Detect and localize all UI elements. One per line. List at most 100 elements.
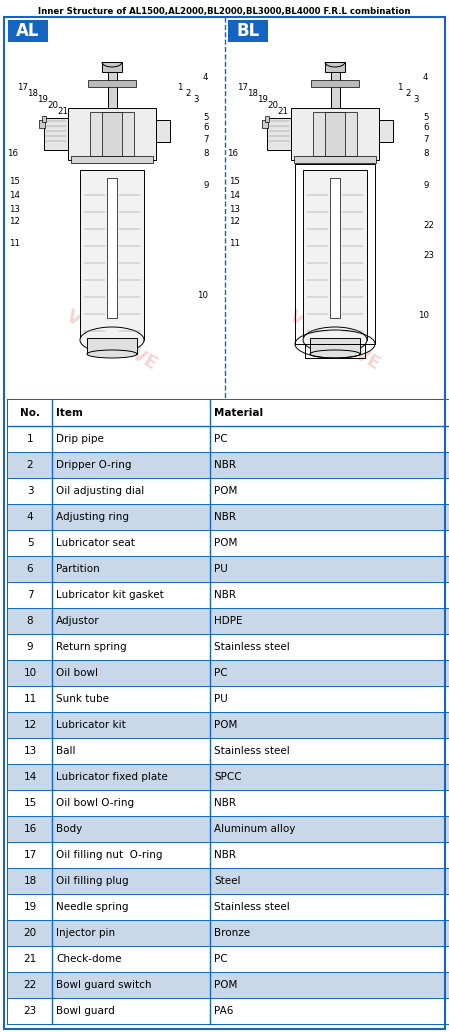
Text: Adjustor: Adjustor [56, 616, 100, 626]
Bar [8, 400, 449, 426]
Bar [8, 816, 449, 842]
Text: 9: 9 [203, 181, 208, 190]
Text: 8: 8 [26, 616, 33, 626]
Text: 5: 5 [26, 538, 33, 548]
Text: Oil adjusting dial: Oil adjusting dial [56, 486, 144, 496]
Ellipse shape [303, 327, 367, 353]
Bar [8, 764, 449, 791]
Text: 11: 11 [229, 239, 240, 249]
Bar [8, 608, 449, 634]
Text: Injector pin: Injector pin [56, 928, 115, 938]
Text: 19: 19 [23, 902, 37, 912]
Text: 14: 14 [23, 772, 37, 782]
Bar [295, 164, 375, 344]
Text: 18: 18 [247, 89, 258, 97]
Text: AL: AL [16, 22, 40, 40]
Text: Lubricator fixed plate: Lubricator fixed plate [56, 772, 168, 782]
Text: 10: 10 [23, 668, 36, 678]
Text: Bowl guard: Bowl guard [56, 1006, 115, 1015]
Text: NBR: NBR [214, 798, 236, 808]
Text: 11: 11 [9, 239, 20, 249]
Text: Lubricator seat: Lubricator seat [56, 538, 135, 548]
Bar [8, 791, 449, 816]
Bar [228, 20, 268, 42]
Bar [325, 112, 345, 156]
Bar [88, 80, 136, 87]
Bar [305, 344, 365, 358]
Text: No.: No. [20, 408, 40, 418]
Text: 18: 18 [23, 876, 37, 886]
Text: PC: PC [214, 434, 228, 444]
Bar [39, 120, 45, 128]
Bar [8, 478, 449, 504]
Text: POM: POM [214, 486, 238, 496]
Text: Stainless steel: Stainless steel [214, 642, 290, 652]
Text: PC: PC [214, 668, 228, 678]
Text: Stainless steel: Stainless steel [214, 902, 290, 912]
Bar [102, 112, 122, 156]
Bar [313, 112, 357, 156]
Text: Dripper O-ring: Dripper O-ring [56, 460, 132, 470]
Text: 21: 21 [57, 106, 68, 116]
Text: 3: 3 [26, 486, 33, 496]
Text: POM: POM [214, 980, 238, 990]
Text: 6: 6 [423, 124, 428, 132]
Bar [87, 338, 137, 354]
Text: 20: 20 [23, 928, 36, 938]
Text: 21: 21 [23, 954, 37, 964]
Text: 23: 23 [423, 251, 434, 259]
Bar [310, 338, 360, 354]
Bar [107, 70, 116, 108]
Bar [8, 894, 449, 920]
Text: 14: 14 [9, 192, 20, 200]
Text: VTOVALVE: VTOVALVE [63, 307, 161, 374]
Text: 5: 5 [203, 114, 208, 123]
Bar [8, 634, 449, 660]
Text: Check-dome: Check-dome [56, 954, 122, 964]
Text: 15: 15 [229, 178, 240, 187]
Bar [8, 452, 449, 478]
Bar [71, 156, 153, 163]
Bar [8, 660, 449, 686]
Bar [68, 108, 156, 160]
Text: 18: 18 [27, 89, 38, 97]
Bar [8, 556, 449, 582]
Text: Material: Material [214, 408, 263, 418]
Text: 21: 21 [277, 106, 288, 116]
Text: 12: 12 [23, 720, 37, 730]
Text: 8: 8 [423, 149, 428, 158]
Bar [8, 998, 449, 1024]
Text: Aluminum alloy: Aluminum alloy [214, 824, 295, 834]
Bar [8, 712, 449, 738]
Text: 6: 6 [26, 565, 33, 574]
Text: 3: 3 [413, 95, 418, 103]
Text: VTOVALVE: VTOVALVE [286, 307, 384, 374]
Text: Lubricator kit gasket: Lubricator kit gasket [56, 590, 164, 600]
Text: 12: 12 [229, 217, 240, 226]
Text: Body: Body [56, 824, 82, 834]
Text: 7: 7 [423, 135, 428, 144]
Text: 22: 22 [23, 980, 37, 990]
Text: 19: 19 [257, 95, 268, 103]
Bar [8, 972, 449, 998]
Bar [311, 80, 359, 87]
Text: 16: 16 [23, 824, 37, 834]
Text: 23: 23 [23, 1006, 37, 1015]
Text: PU: PU [214, 565, 228, 574]
Text: 12: 12 [9, 217, 20, 226]
Text: 19: 19 [37, 95, 48, 103]
Text: 13: 13 [23, 746, 37, 756]
Text: PU: PU [214, 694, 228, 704]
Text: Bowl guard switch: Bowl guard switch [56, 980, 151, 990]
Text: 20: 20 [267, 100, 278, 109]
Text: 10: 10 [197, 290, 208, 299]
Bar [303, 170, 367, 340]
Text: Oil bowl: Oil bowl [56, 668, 98, 678]
Bar [8, 868, 449, 894]
Bar [8, 530, 449, 556]
Bar [8, 426, 449, 452]
Text: 4: 4 [423, 73, 428, 83]
Text: 20: 20 [47, 100, 58, 109]
Text: NBR: NBR [214, 590, 236, 600]
Text: Oil filling plug: Oil filling plug [56, 876, 128, 886]
